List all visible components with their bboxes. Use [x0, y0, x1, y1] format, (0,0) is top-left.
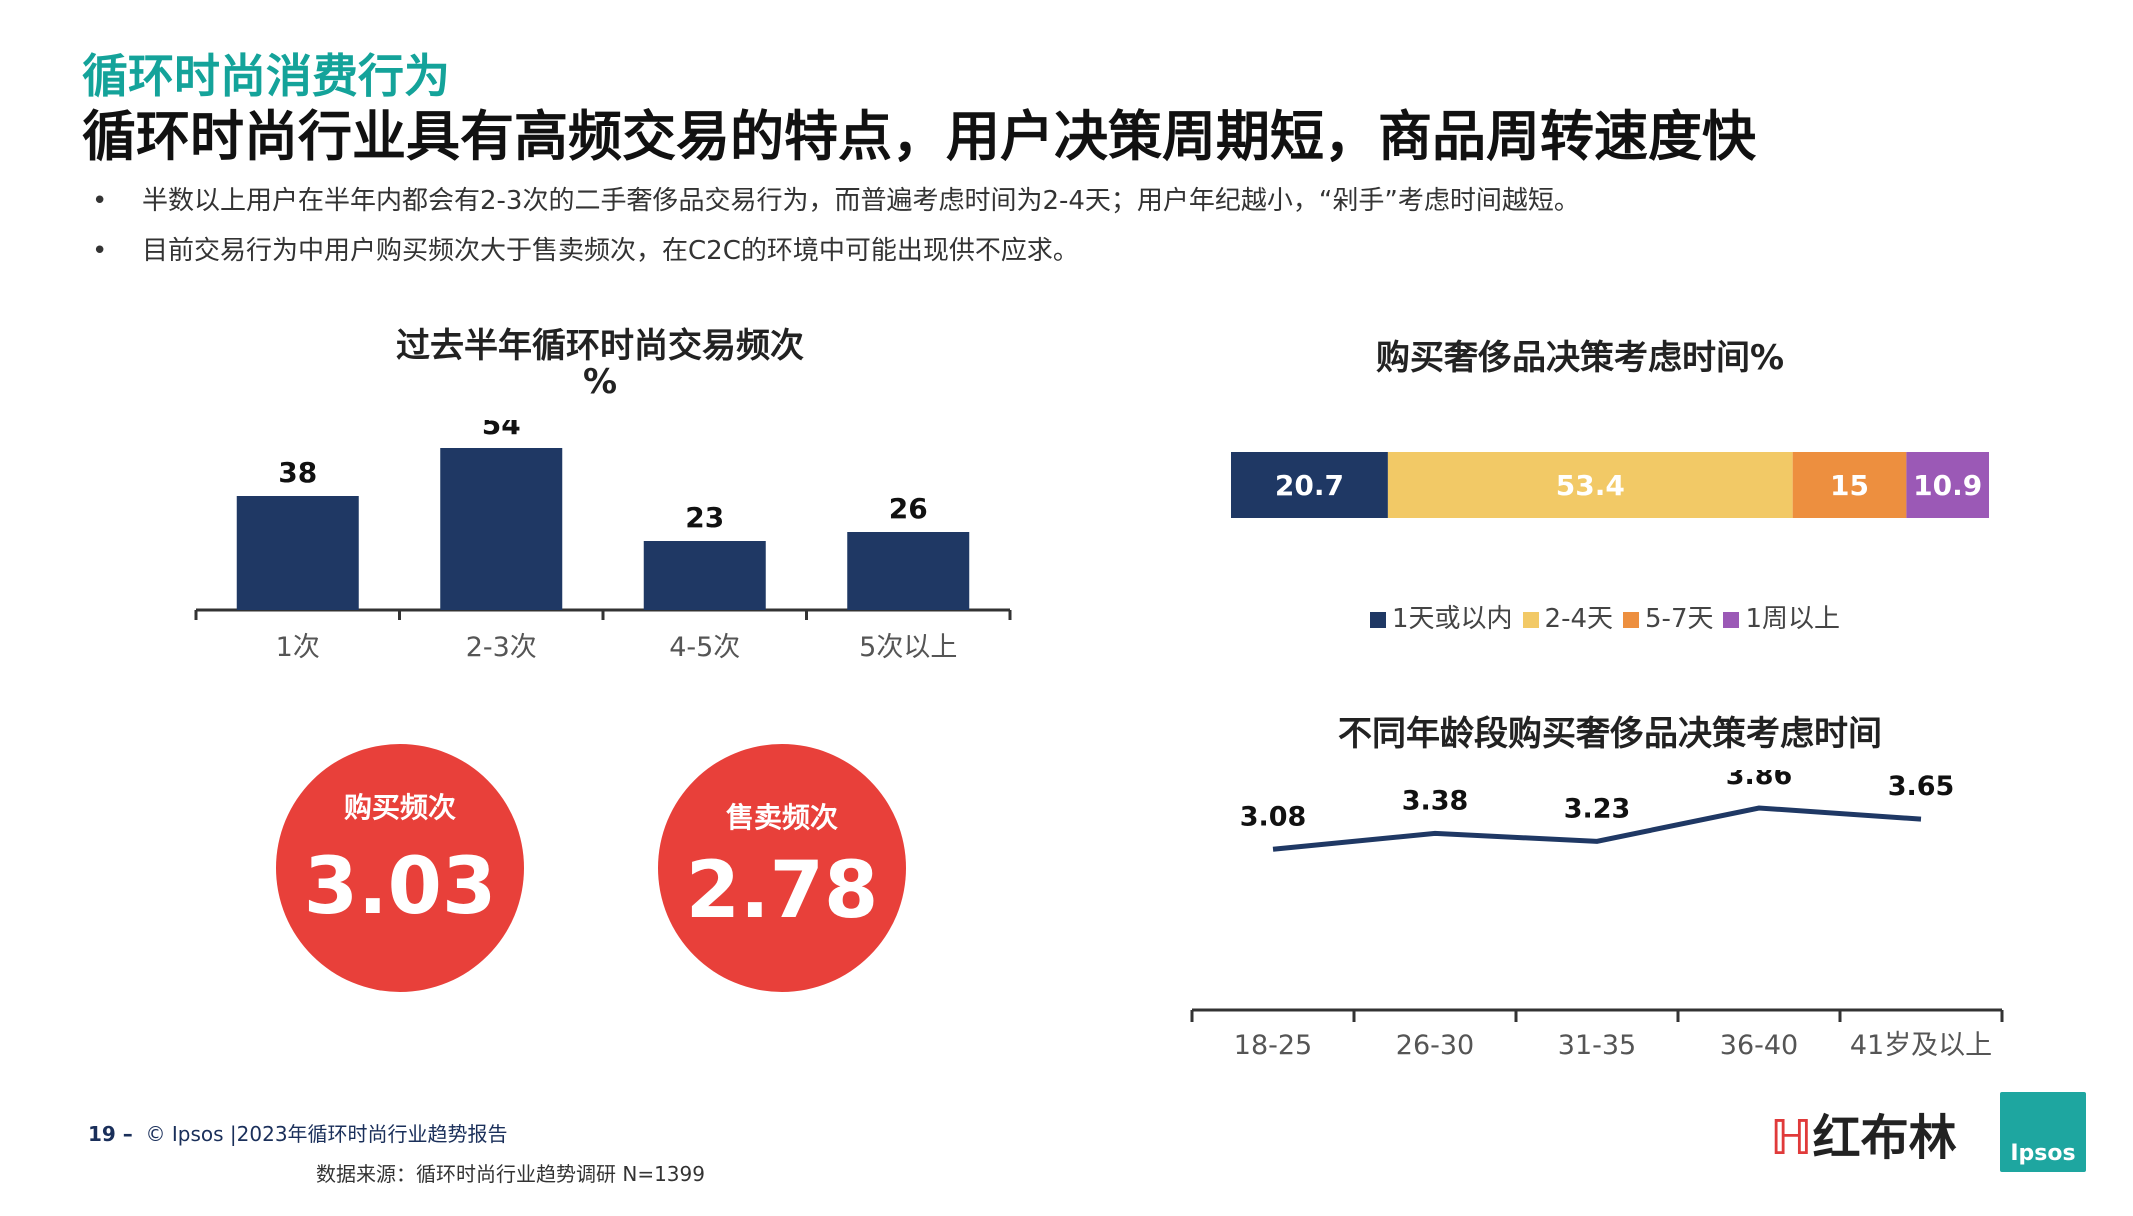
legend-label: 1周以上: [1745, 604, 1841, 634]
stacked-segment: [1906, 452, 1989, 518]
buy-frequency-label: 购买频次: [343, 791, 456, 824]
page-title: 循环时尚行业具有高频交易的特点，用户决策周期短，商品周转速度快: [82, 105, 1756, 168]
bar: [847, 532, 970, 610]
bullet-item-2: • 目前交易行为中用户购买频次大于售卖频次，在C2C的环境中可能出现供不应求。: [92, 230, 1079, 267]
segment-data-label: 10.9: [1913, 469, 1982, 502]
legend-swatch: [1370, 611, 1386, 628]
bar-data-label: 38: [278, 456, 317, 489]
stacked-segment: [1792, 452, 1907, 518]
legend-label: 2-4天: [1544, 604, 1614, 634]
bar-data-label: 54: [482, 420, 521, 441]
x-tick-label: 2-3次: [466, 632, 537, 663]
ipsos-logo: Ipsos: [2000, 1092, 2086, 1172]
footer-copyright: © Ipsos |2023年循环时尚行业趋势报告: [145, 1122, 508, 1146]
point-data-label: 3.23: [1564, 793, 1631, 824]
frequency-bar-chart: 38 1次 54 2-3次 23 4-5次 26 5次以上: [194, 420, 1012, 663]
hongbulin-logo: ℍ红布林: [1770, 1098, 1957, 1168]
series-line: [1272, 805, 1922, 852]
decision-time-stacked-bar: 20.7 53.4 15 10.9: [1231, 452, 1989, 518]
bar-chart-title: 过去半年循环时尚交易频次: [396, 326, 804, 366]
buy-frequency-circle: 购买频次 3.03: [276, 744, 524, 992]
sell-frequency-label: 售卖频次: [725, 801, 838, 834]
stacked-segment: [1387, 452, 1793, 518]
sell-frequency-value: 2.78: [685, 846, 879, 936]
legend-swatch: [1623, 611, 1640, 628]
x-tick-label: 31-35: [1558, 1030, 1636, 1061]
bar-data-label: 23: [685, 501, 724, 534]
stacked-chart-legend: 1天或以内 2-4天 5-7天 1周以上: [1360, 598, 1840, 635]
bullet-icon: •: [92, 236, 108, 266]
x-tick-label: 5次以上: [859, 632, 957, 663]
stacked-segment: [1231, 452, 1388, 518]
section-title: 循环时尚消费行为: [82, 49, 450, 103]
bar: [440, 448, 563, 610]
stacked-chart-title: 购买奢侈品决策考虑时间%: [1375, 338, 1785, 378]
segment-data-label: 53.4: [1556, 469, 1625, 502]
legend-swatch: [1723, 611, 1740, 628]
page-number: 19 –: [88, 1122, 133, 1146]
line-chart-title: 不同年龄段购买奢侈品决策考虑时间: [1338, 714, 1882, 754]
point-data-label: 3.08: [1240, 801, 1307, 832]
point-data-label: 3.65: [1888, 771, 1955, 802]
footer: 19 – © Ipsos |2023年循环时尚行业趋势报告: [88, 1118, 508, 1147]
hongbulin-logo-mark-icon: ℍ: [1770, 1110, 1813, 1166]
bar: [643, 541, 766, 610]
legend-swatch: [1522, 611, 1539, 628]
age-decision-line-chart: 3.08 18-25 3.38 26-30 3.23 31-35 3.86 36-40 3.65…: [1190, 770, 2004, 1061]
bar-chart-title-unit: %: [582, 362, 618, 402]
x-tick-label: 36-40: [1720, 1030, 1798, 1061]
x-tick-label: 41岁及以上: [1850, 1030, 1992, 1061]
bar-data-label: 26: [889, 492, 928, 525]
x-tick-label: 1次: [276, 632, 320, 663]
sell-frequency-circle: 售卖频次 2.78: [658, 744, 906, 992]
x-tick-label: 18-25: [1234, 1030, 1312, 1061]
legend-label: 1天或以内: [1392, 604, 1513, 634]
bullet-text: 目前交易行为中用户购买频次大于售卖频次，在C2C的环境中可能出现供不应求。: [142, 236, 1079, 266]
bullet-item-1: • 半数以上用户在半年内都会有2-3次的二手奢侈品交易行为，而普遍考虑时间为2-4…: [92, 180, 1580, 217]
point-data-label: 3.86: [1726, 770, 1793, 791]
buy-frequency-value: 3.03: [303, 842, 497, 932]
x-tick-label: 26-30: [1396, 1030, 1474, 1061]
bar: [236, 496, 359, 610]
hongbulin-logo-text: 红布林: [1812, 1110, 1957, 1166]
segment-data-label: 20.7: [1275, 469, 1344, 502]
point-data-label: 3.38: [1402, 785, 1469, 816]
x-tick-label: 4-5次: [669, 632, 740, 663]
bullet-icon: •: [92, 186, 108, 216]
bullet-text: 半数以上用户在半年内都会有2-3次的二手奢侈品交易行为，而普遍考虑时间为2-4天…: [142, 186, 1580, 216]
data-source-note: 数据来源：循环时尚行业趋势调研 N=1399: [316, 1162, 705, 1186]
legend-label: 5-7天: [1645, 604, 1714, 634]
segment-data-label: 15: [1830, 469, 1869, 502]
